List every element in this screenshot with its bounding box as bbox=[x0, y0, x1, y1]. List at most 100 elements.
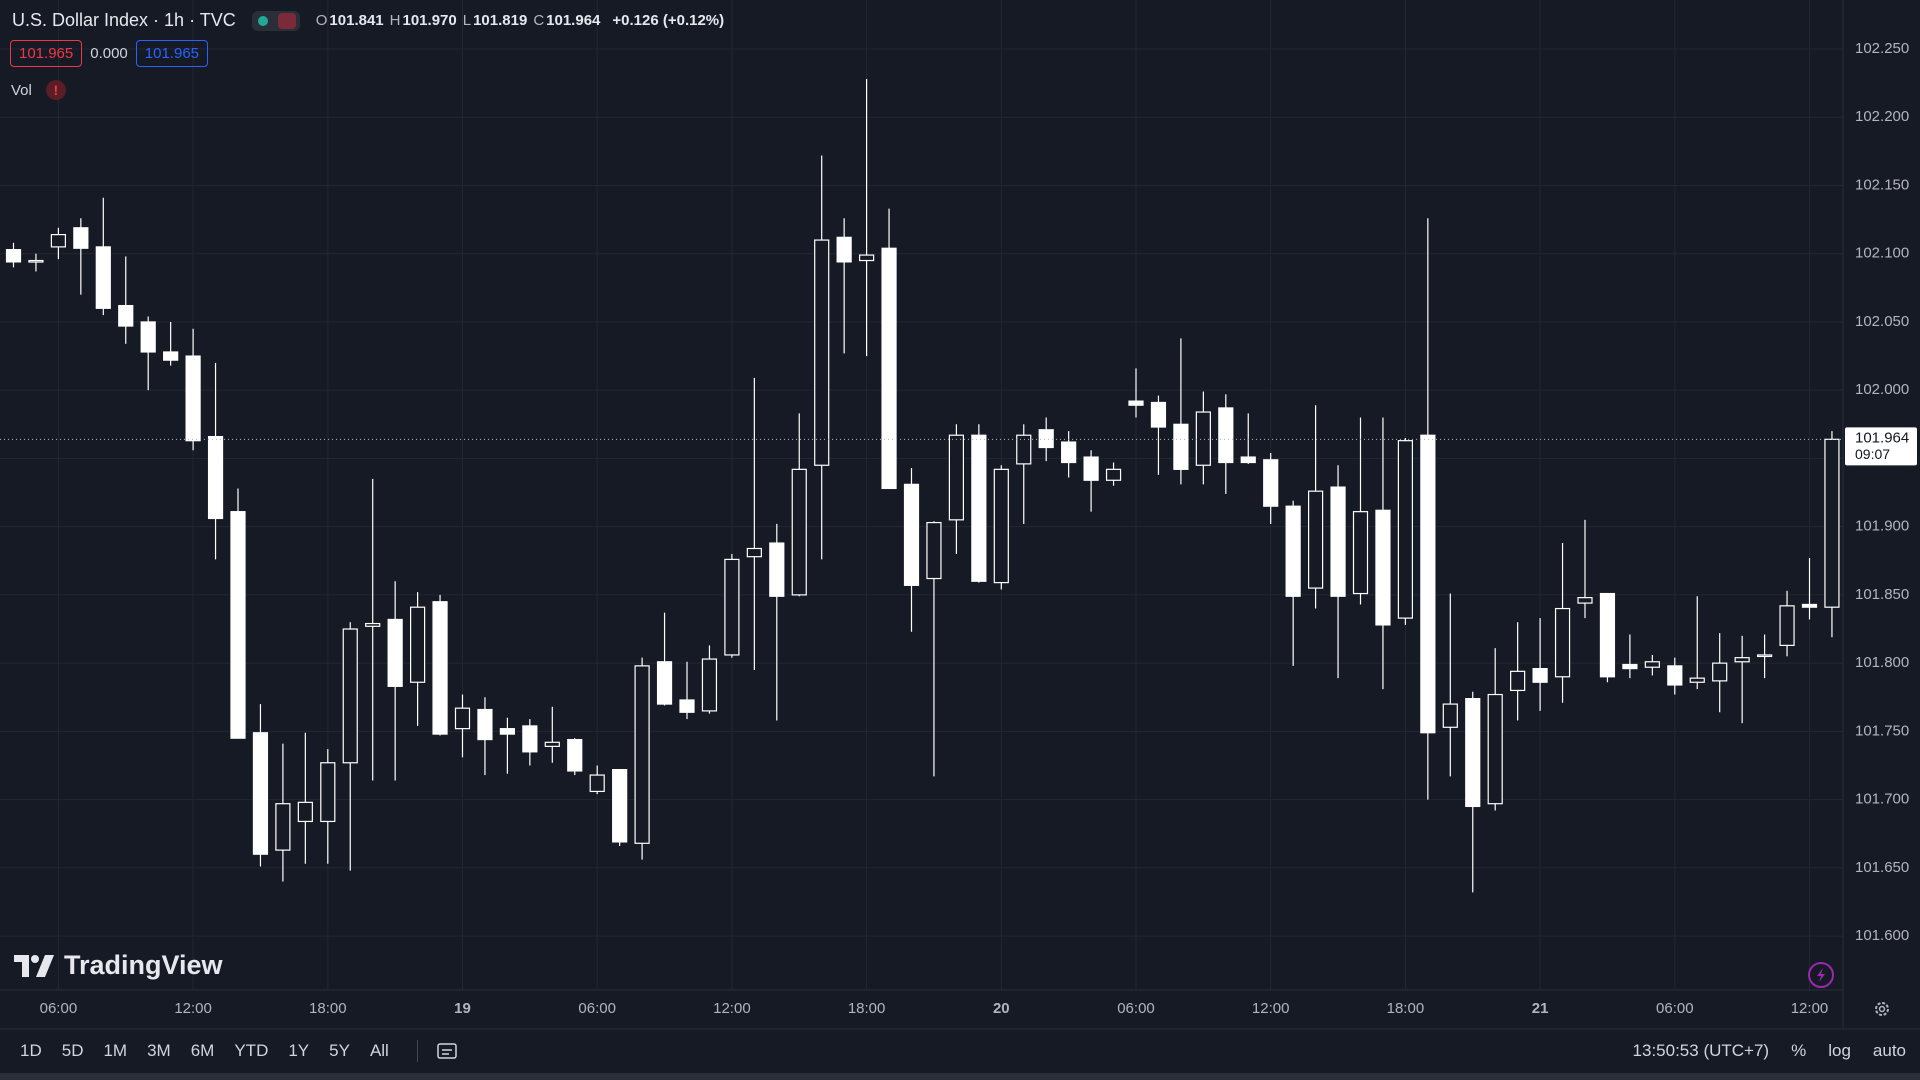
toolbar-right: 13:50:53 (UTC+7) % log auto bbox=[1633, 1030, 1906, 1072]
x-tick-label: 12:00 bbox=[1791, 1000, 1829, 1017]
y-tick-label: 102.000 bbox=[1855, 381, 1909, 398]
candle-body bbox=[1532, 667, 1548, 683]
candle-body bbox=[948, 434, 965, 521]
candle-body bbox=[1689, 677, 1705, 683]
candle-body bbox=[1487, 693, 1503, 805]
candle-body bbox=[589, 774, 605, 793]
candle-body bbox=[1016, 434, 1032, 465]
alert-icon[interactable] bbox=[1808, 962, 1834, 988]
settings-icon[interactable] bbox=[1875, 1002, 1889, 1016]
candle-body bbox=[387, 618, 403, 687]
candle-body bbox=[1622, 663, 1638, 670]
candle-body bbox=[1801, 603, 1818, 608]
clock[interactable]: 13:50:53 (UTC+7) bbox=[1632, 1041, 1770, 1060]
candle-body bbox=[1667, 665, 1683, 686]
candle-body bbox=[724, 558, 740, 656]
spread: 0.000 bbox=[90, 45, 128, 62]
candle-body bbox=[1173, 423, 1189, 470]
candle-body bbox=[365, 622, 381, 627]
change: +0.126 (+0.12%) bbox=[612, 12, 725, 29]
candle-body bbox=[1263, 459, 1279, 507]
candle-body bbox=[1128, 400, 1144, 406]
candle-body bbox=[634, 665, 650, 844]
ask[interactable]: 101.965 bbox=[135, 40, 209, 67]
candle-body bbox=[28, 259, 44, 263]
indicator: Vol bbox=[11, 81, 32, 99]
x-tick-label: 06:00 bbox=[578, 1000, 616, 1017]
timeframe-button[interactable]: 3M bbox=[147, 1041, 171, 1060]
timeframe-button[interactable]: All bbox=[369, 1041, 389, 1060]
candle-body bbox=[1779, 605, 1795, 646]
candle-body bbox=[1352, 511, 1369, 595]
date-range-icon[interactable] bbox=[436, 1041, 458, 1061]
y-tick-label: 102.200 bbox=[1855, 108, 1909, 125]
candle-body bbox=[1756, 654, 1773, 658]
x-tick-label: 18:00 bbox=[309, 1000, 347, 1017]
scale-option[interactable]: % bbox=[1791, 1041, 1807, 1060]
y-tick-label: 101.600 bbox=[1855, 927, 1909, 944]
candle-body bbox=[207, 435, 224, 520]
ohlc: O 101.841 H 101.970 L 101.819 C 101.964 bbox=[316, 12, 605, 29]
countdown-label: 09:07 bbox=[1855, 446, 1890, 462]
candle-body bbox=[836, 236, 852, 263]
brand: TradingView bbox=[64, 950, 223, 980]
last-price-box bbox=[1845, 427, 1917, 466]
candle-body bbox=[567, 738, 583, 772]
candle-body bbox=[993, 468, 1009, 584]
gear bbox=[1875, 1002, 1889, 1016]
logo: TradingView bbox=[14, 950, 223, 981]
candle-body bbox=[881, 247, 897, 490]
timeframe-button[interactable]: YTD bbox=[234, 1041, 269, 1060]
scale-option[interactable]: log bbox=[1828, 1041, 1851, 1060]
candle-body bbox=[1554, 607, 1571, 678]
candle-body bbox=[163, 351, 179, 361]
candle-body bbox=[1465, 698, 1481, 808]
timeframes: 1D 5D 1M 3M 6M YTD 1Y 5Y All bbox=[0, 1041, 389, 1061]
candle-body bbox=[1599, 592, 1616, 678]
candle-body bbox=[185, 355, 201, 442]
timeframe-button[interactable]: 6M bbox=[190, 1041, 215, 1060]
candle-body bbox=[50, 234, 67, 248]
x-tick-label: 06:00 bbox=[40, 1000, 78, 1017]
candle-body bbox=[1824, 438, 1840, 608]
timeframe-button[interactable]: 1Y bbox=[288, 1041, 310, 1060]
candle-body bbox=[1218, 407, 1234, 464]
candle-body bbox=[1712, 662, 1728, 682]
timeframe-button[interactable]: 1D bbox=[20, 1041, 42, 1060]
y-tick-label: 101.850 bbox=[1855, 586, 1909, 603]
candle-body bbox=[1150, 401, 1167, 428]
candle-body bbox=[432, 601, 448, 735]
candle-body bbox=[230, 511, 246, 739]
legend: U.S. Dollar Index · 1h · TVC O 101.841 H 10… bbox=[12, 10, 724, 31]
y-tick-label: 102.050 bbox=[1855, 313, 1909, 330]
bid[interactable]: 101.965 bbox=[10, 40, 83, 67]
y-tick-label: 101.900 bbox=[1855, 518, 1909, 535]
market-status[interactable] bbox=[251, 10, 300, 31]
ohlc-value: 101.964 bbox=[546, 12, 601, 29]
y-tick-label: 101.700 bbox=[1855, 791, 1909, 808]
x-tick-label: 06:00 bbox=[1656, 1000, 1694, 1017]
candle-body bbox=[1307, 490, 1324, 589]
timeframe-button[interactable]: 5D bbox=[61, 1041, 84, 1060]
candle-body bbox=[858, 254, 875, 262]
alert-bolt bbox=[1817, 968, 1825, 982]
x-tick-label: 12:00 bbox=[713, 1000, 751, 1017]
candle-body bbox=[1038, 429, 1054, 449]
candle-body bbox=[746, 547, 762, 558]
candle-body bbox=[1195, 411, 1211, 466]
scale-option[interactable]: auto bbox=[1872, 1041, 1906, 1060]
candle-body bbox=[701, 658, 718, 712]
candle-body bbox=[522, 725, 538, 753]
timeframe-button[interactable]: 5Y bbox=[329, 1041, 350, 1060]
ohlc-key: H bbox=[389, 12, 401, 29]
candle-body bbox=[1330, 486, 1346, 597]
warning[interactable]: ! bbox=[45, 80, 66, 100]
ohlc-key: C bbox=[533, 12, 545, 29]
candle-body bbox=[5, 249, 22, 263]
ohlc-key: L bbox=[462, 12, 472, 29]
x-tick-label: 19 bbox=[454, 1000, 471, 1017]
candle-body bbox=[679, 699, 695, 713]
timeframe-button[interactable]: 1M bbox=[103, 1041, 128, 1060]
